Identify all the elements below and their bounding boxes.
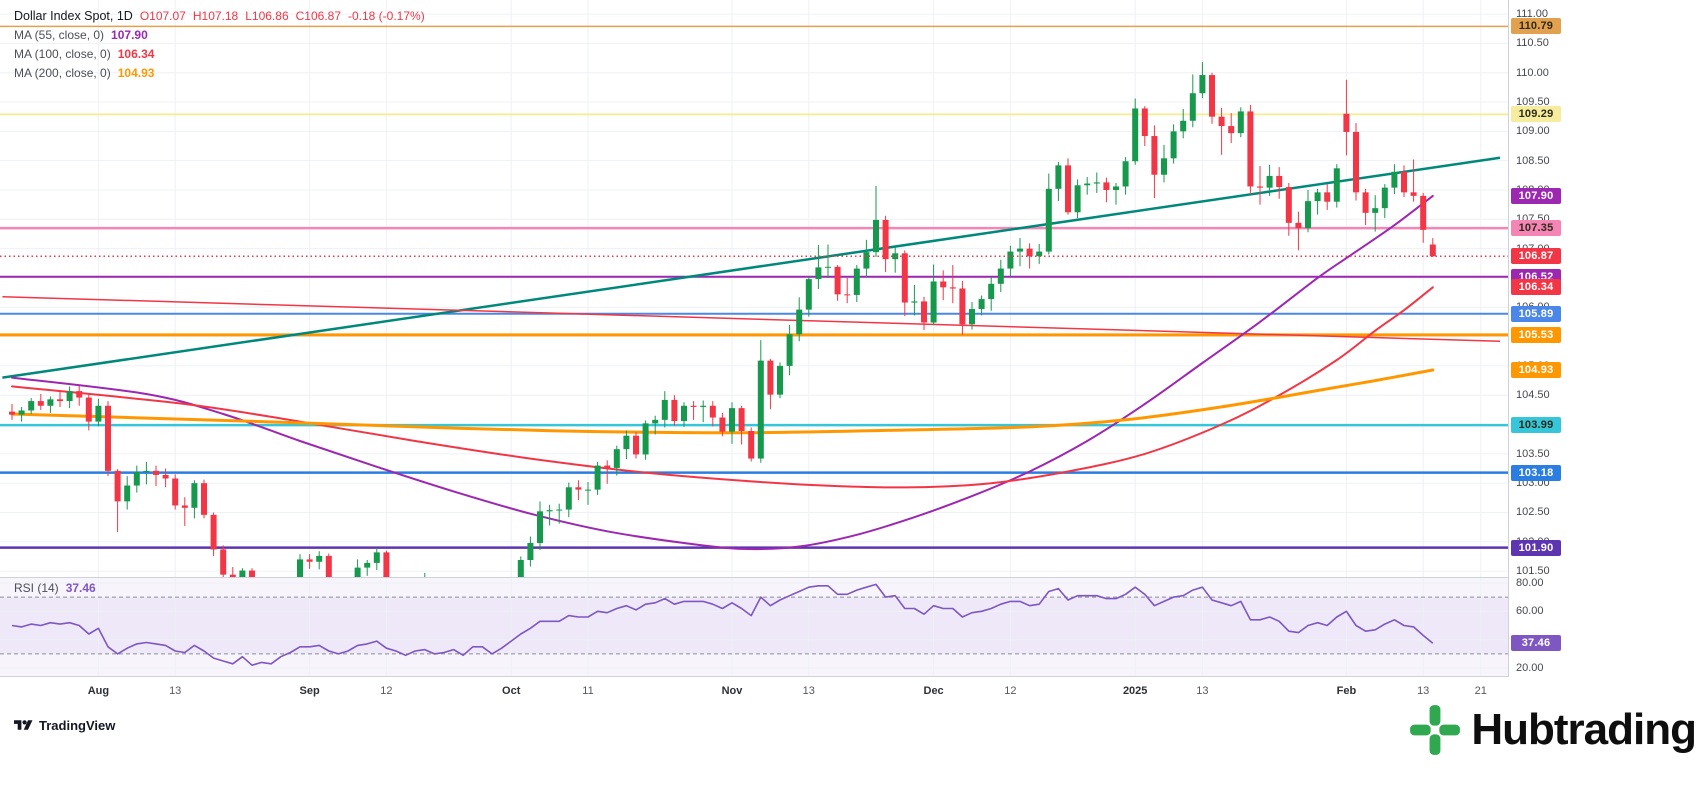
time-axis-label: Nov bbox=[721, 685, 743, 697]
time-axis-label: 12 bbox=[380, 685, 393, 697]
hubtrading-icon bbox=[1410, 705, 1461, 755]
symbol-legend-row[interactable]: Dollar Index Spot, 1D O107.07 H107.18 L106… bbox=[14, 6, 425, 25]
price-level-badge: 103.18 bbox=[1511, 464, 1561, 481]
ma-legend-value: 107.90 bbox=[111, 27, 148, 42]
time-axis-label: 21 bbox=[1474, 685, 1487, 697]
last-price-badge: 106.87 bbox=[1511, 248, 1561, 265]
time-axis-label: 13 bbox=[1417, 685, 1430, 697]
hubtrading-label: Hubtrading bbox=[1471, 705, 1697, 754]
price-level-badge: 110.79 bbox=[1511, 18, 1561, 35]
rsi-legend-value: 37.46 bbox=[65, 581, 96, 595]
ohlc-part: -0.18 (-0.17%) bbox=[348, 8, 425, 23]
time-axis[interactable]: Aug 13 Sep 12 Oct 11 Nov 13 Dec 12 2025 13 Feb 13 21 bbox=[0, 677, 1508, 707]
price-axis-label: 104.50 bbox=[1516, 389, 1550, 402]
ma-value-badge: 104.93 bbox=[1511, 362, 1561, 378]
time-axis-label: 13 bbox=[169, 685, 182, 697]
time-axis-label: Dec bbox=[923, 685, 944, 697]
rsi-legend-row[interactable]: RSI (14) 37.46 bbox=[14, 581, 96, 595]
price-axis-label: 111.00 bbox=[1516, 8, 1549, 21]
ohlc-part: C106.87 bbox=[295, 8, 341, 23]
price-chart-canvas[interactable] bbox=[0, 0, 1508, 707]
price-axis-label: 108.50 bbox=[1516, 154, 1550, 167]
ohlc-part: H107.18 bbox=[192, 8, 239, 23]
time-axis-label: Sep bbox=[299, 685, 320, 697]
time-axis-label: 13 bbox=[802, 685, 815, 697]
ohlc-part: L106.86 bbox=[245, 8, 289, 23]
ma-value-badge: 106.34 bbox=[1511, 279, 1561, 296]
hubtrading-logo: Hubtrading bbox=[1409, 704, 1697, 756]
tradingview-label: TradingView bbox=[39, 718, 116, 733]
ma-legend-value: 106.34 bbox=[117, 46, 155, 61]
time-axis-label: Aug bbox=[87, 685, 110, 697]
rsi-legend-label: RSI (14) bbox=[14, 581, 59, 595]
price-axis-label: 110.50 bbox=[1516, 37, 1549, 50]
ma-legend-row[interactable]: MA (200, close, 0) 104.93 bbox=[14, 63, 425, 82]
price-level-badge: 103.99 bbox=[1511, 417, 1561, 434]
time-axis-label: 13 bbox=[1196, 685, 1209, 697]
rsi-axis-label: 60.00 bbox=[1516, 605, 1544, 618]
tradingview-icon bbox=[14, 720, 33, 730]
time-axis-label: 2025 bbox=[1122, 685, 1148, 697]
price-level-badge: 109.29 bbox=[1511, 106, 1561, 123]
price-level-badge: 105.53 bbox=[1511, 326, 1561, 343]
ma-legend-label: MA (200, close, 0) bbox=[14, 65, 111, 80]
price-level-badge: 105.89 bbox=[1511, 305, 1561, 322]
ma-value-badge: 107.90 bbox=[1511, 187, 1561, 204]
rsi-axis-label: 80.00 bbox=[1516, 576, 1544, 589]
ma-legend-value: 104.93 bbox=[117, 65, 155, 80]
ma-legend-row[interactable]: MA (55, close, 0) 107.90 bbox=[14, 25, 425, 44]
price-axis-label: 109.00 bbox=[1516, 125, 1550, 138]
time-axis-label: 11 bbox=[582, 685, 594, 697]
tradingview-attribution[interactable]: TradingView bbox=[14, 718, 115, 733]
rsi-axis-label: 20.00 bbox=[1516, 662, 1544, 675]
price-axis[interactable]: 111.00110.50110.00109.50109.00108.50108.… bbox=[1508, 0, 1700, 677]
ohlc-part: O107.07 bbox=[139, 8, 186, 23]
price-axis-label: 109.50 bbox=[1516, 96, 1550, 109]
time-axis-label: Feb bbox=[1336, 685, 1357, 697]
price-axis-label: 102.50 bbox=[1516, 506, 1550, 519]
price-axis-label: 110.00 bbox=[1516, 66, 1549, 79]
ohlc-values: O107.07 H107.18 L106.86 C106.87 -0.18 (-0.17… bbox=[140, 9, 425, 23]
ma-legend-label: MA (55, close, 0) bbox=[14, 27, 105, 42]
price-axis-label: 103.50 bbox=[1516, 447, 1550, 460]
ma-legend-label: MA (100, close, 0) bbox=[14, 46, 111, 61]
symbol-legend: Dollar Index Spot, 1D O107.07 H107.18 L106… bbox=[14, 6, 425, 82]
rsi-value-badge: 37.46 bbox=[1511, 635, 1561, 652]
symbol-title: Dollar Index Spot, 1D bbox=[14, 8, 133, 23]
price-level-badge: 107.35 bbox=[1511, 220, 1561, 237]
ma-legend-row[interactable]: MA (100, close, 0) 106.34 bbox=[14, 44, 425, 63]
ma-legend-rows: MA (55, close, 0) 107.90 MA (100, close, 0… bbox=[14, 25, 425, 82]
time-axis-label: 12 bbox=[1004, 685, 1017, 697]
time-axis-label: Oct bbox=[502, 685, 521, 697]
price-axis-label: 101.50 bbox=[1516, 565, 1550, 578]
price-level-badge: 101.90 bbox=[1511, 539, 1561, 556]
